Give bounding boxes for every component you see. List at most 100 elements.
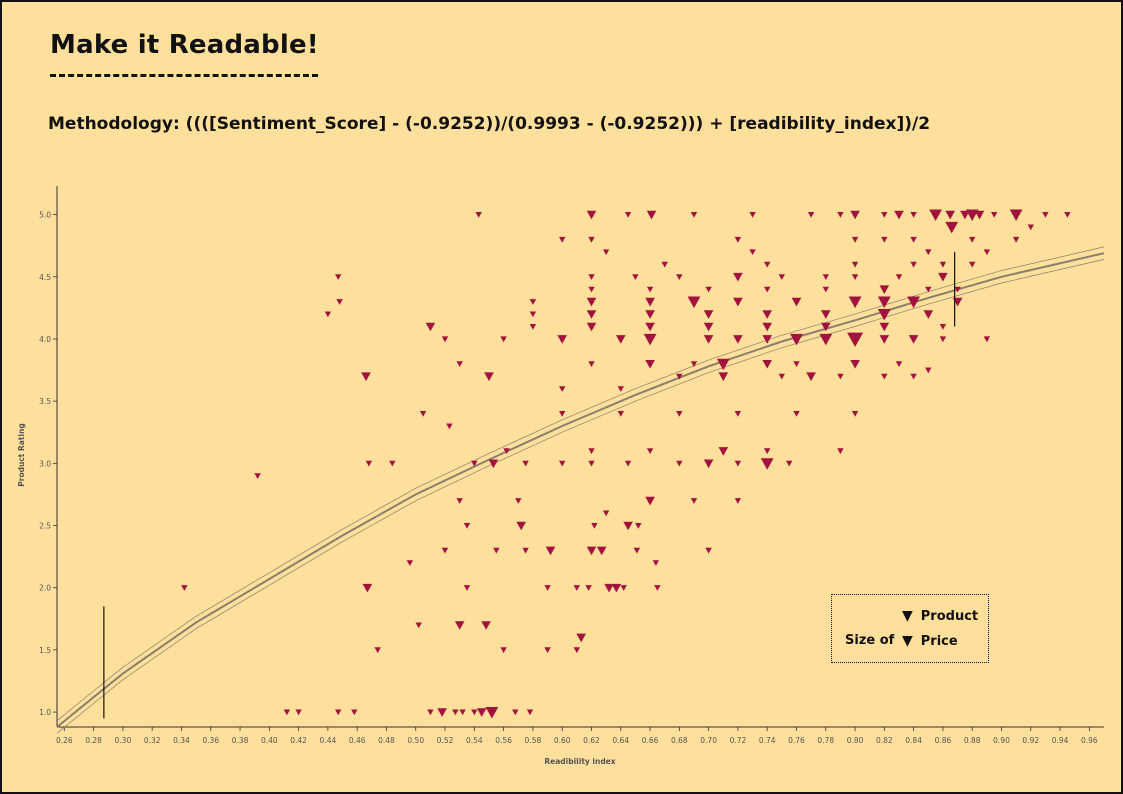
y-tick-label: 4.0: [39, 335, 51, 344]
data-point: [427, 709, 434, 716]
data-point: [881, 373, 888, 380]
data-point: [559, 411, 566, 417]
y-tick-label: 5.0: [39, 211, 51, 220]
data-point: [646, 448, 654, 455]
data-point: [559, 236, 566, 243]
data-point: [646, 286, 654, 293]
data-point: [602, 249, 610, 256]
data-point: [596, 546, 607, 556]
data-point: [925, 286, 932, 293]
data-point: [851, 274, 859, 280]
data-point: [588, 236, 595, 243]
data-point: [254, 473, 261, 479]
data-point: [703, 459, 714, 469]
data-point: [733, 335, 743, 344]
data-point: [793, 361, 800, 367]
x-tick-label: 0.68: [671, 736, 688, 745]
data-point: [365, 460, 373, 467]
data-point: [910, 261, 917, 268]
data-point: [762, 322, 772, 332]
data-point: [544, 647, 551, 654]
data-point: [925, 367, 932, 374]
data-point: [790, 333, 803, 346]
data-point: [837, 448, 844, 455]
data-point: [646, 210, 657, 220]
triangle-down-icon: ▼: [902, 633, 913, 649]
data-point: [1012, 236, 1020, 243]
data-point: [960, 210, 970, 220]
y-tick-label: 2.5: [39, 522, 51, 531]
data-point: [847, 332, 864, 347]
y-tick-label: 2.0: [39, 584, 51, 593]
x-tick-label: 0.34: [173, 736, 190, 745]
data-point: [586, 310, 597, 319]
x-tick-label: 0.94: [1052, 736, 1069, 745]
data-point: [529, 299, 537, 305]
data-point: [588, 274, 595, 280]
data-point: [588, 460, 595, 467]
data-point: [459, 709, 466, 716]
data-point: [733, 272, 743, 282]
data-point: [848, 296, 862, 309]
data-point: [645, 322, 655, 332]
data-point: [1042, 212, 1049, 218]
data-point: [446, 423, 453, 430]
data-point: [661, 261, 668, 268]
data-point: [485, 707, 499, 719]
data-point: [991, 212, 998, 218]
data-point: [734, 411, 742, 417]
data-point: [938, 272, 948, 282]
data-point: [778, 274, 785, 280]
data-point: [503, 448, 510, 455]
x-tick-label: 0.54: [466, 736, 483, 745]
data-point: [877, 296, 891, 309]
data-point: [463, 523, 471, 529]
data-point: [851, 236, 859, 243]
data-point: [545, 546, 556, 556]
trend-line: [56, 252, 1105, 728]
data-point: [778, 373, 785, 380]
data-point: [602, 510, 610, 517]
data-point: [879, 335, 890, 344]
data-point: [762, 335, 772, 344]
data-point: [877, 309, 891, 321]
x-tick-label: 0.64: [612, 736, 629, 745]
data-point: [974, 210, 985, 220]
data-point: [604, 583, 614, 593]
trend-band-upper: [56, 246, 1105, 722]
data-point: [969, 261, 976, 268]
data-point: [676, 411, 683, 417]
data-point: [454, 621, 465, 630]
x-tick-label: 0.78: [817, 736, 834, 745]
data-point: [806, 372, 816, 382]
data-point: [484, 372, 494, 382]
data-point: [705, 286, 712, 293]
data-point: [559, 460, 566, 467]
data-point: [586, 546, 597, 556]
x-tick-label: 0.56: [495, 736, 512, 745]
data-point: [441, 547, 449, 554]
data-point: [850, 360, 860, 369]
data-point: [822, 286, 829, 293]
data-point: [945, 221, 959, 234]
data-point: [336, 299, 343, 305]
data-point: [481, 621, 491, 630]
data-point: [929, 209, 942, 221]
data-point: [591, 523, 598, 529]
data-point: [676, 274, 683, 280]
data-point: [437, 708, 447, 717]
data-point: [821, 322, 831, 332]
x-tick-label: 0.72: [730, 736, 747, 745]
data-point: [389, 460, 396, 467]
data-point: [786, 460, 793, 467]
data-point: [749, 249, 756, 256]
data-point: [764, 448, 771, 455]
data-point: [441, 336, 449, 343]
data-point: [645, 297, 655, 307]
data-point: [617, 411, 624, 417]
data-point: [419, 411, 427, 417]
data-point: [425, 322, 436, 332]
triangle-down-icon: ▼: [902, 608, 913, 624]
data-point: [645, 360, 655, 369]
